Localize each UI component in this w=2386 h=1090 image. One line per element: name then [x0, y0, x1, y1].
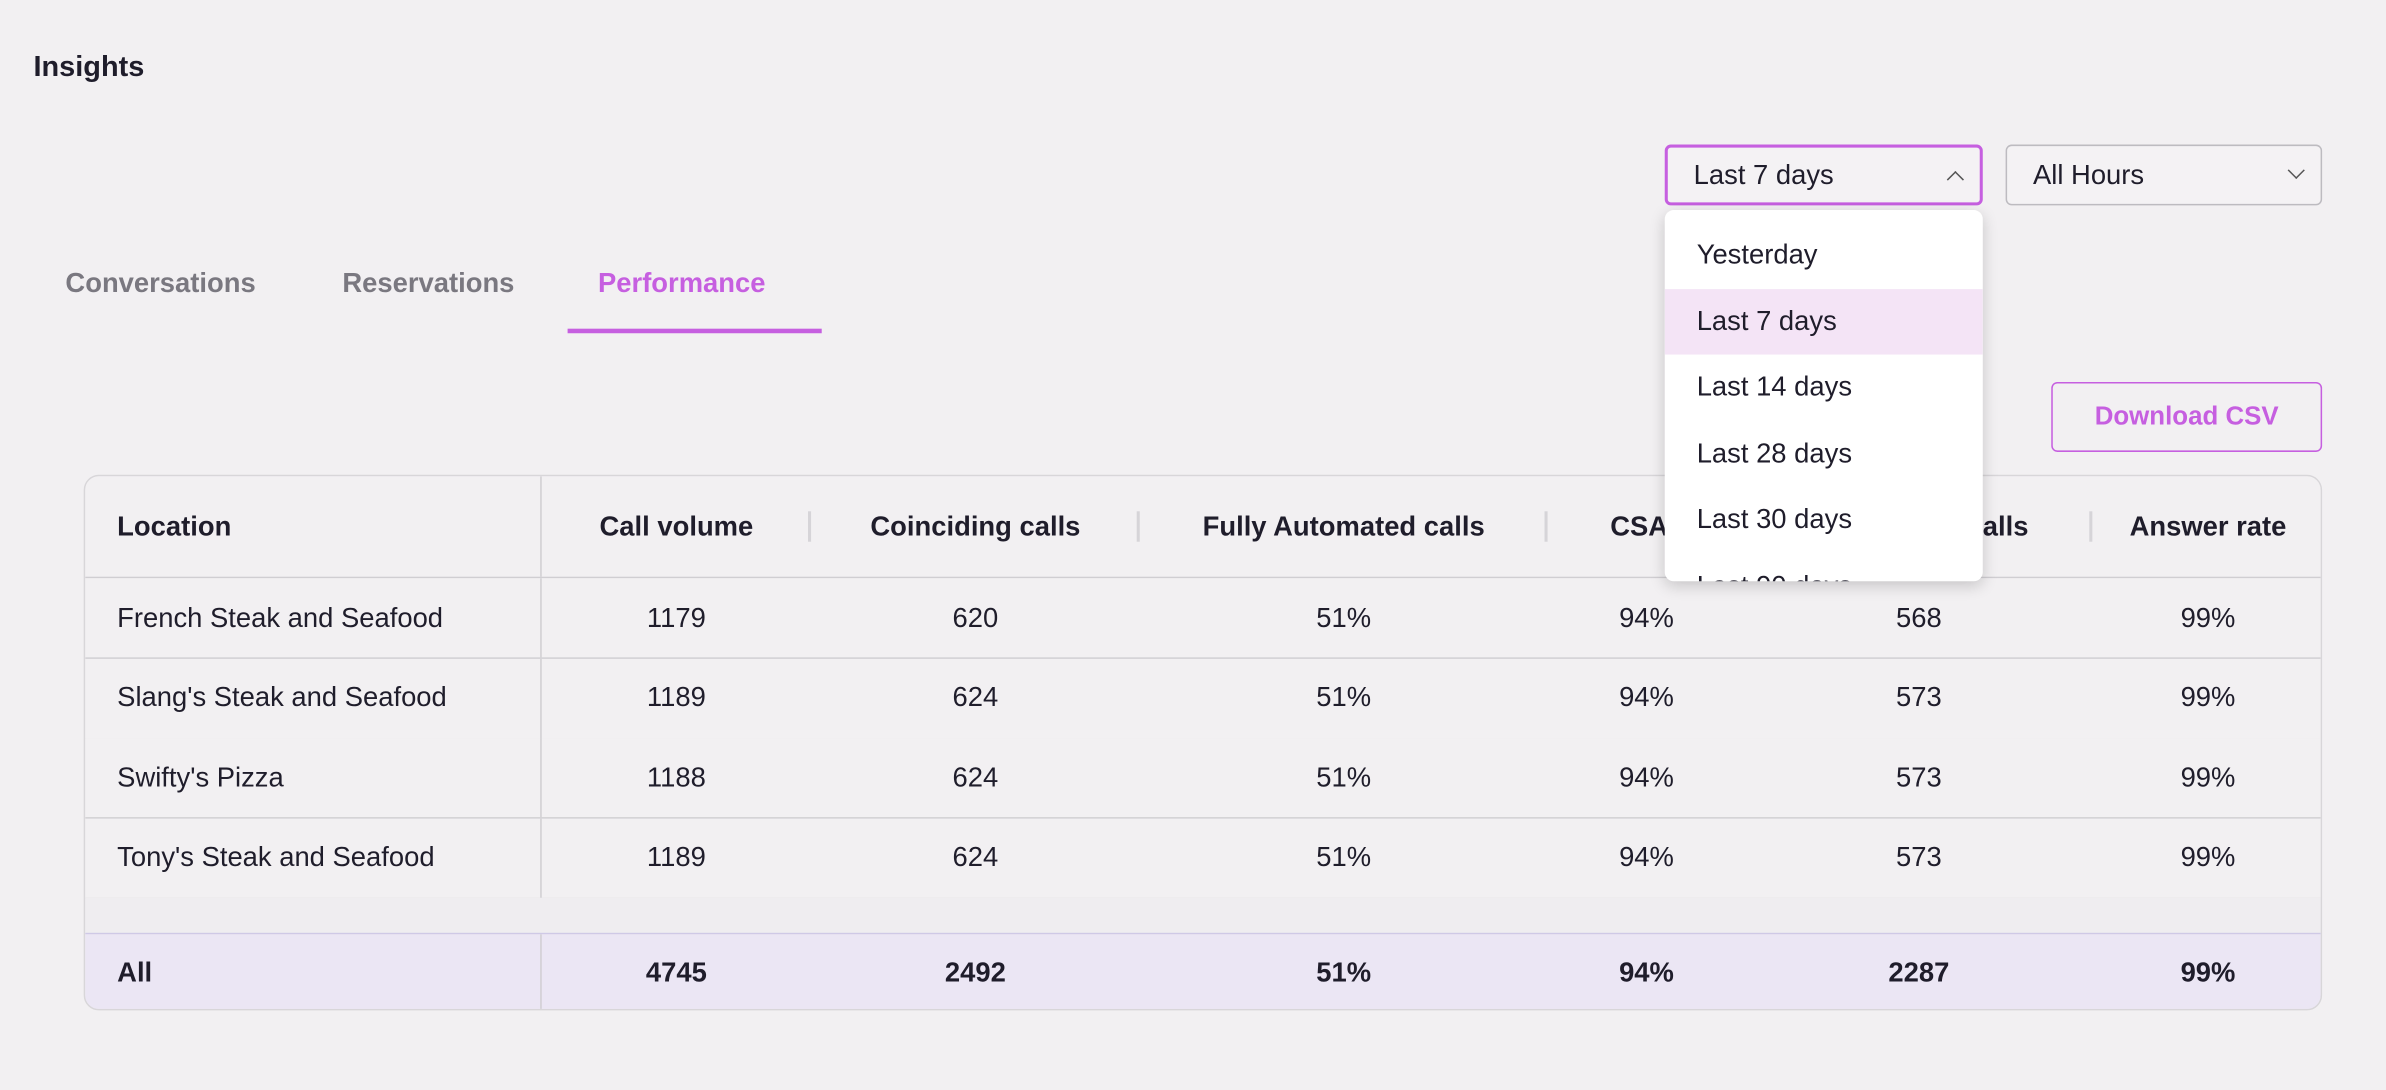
table-cell: 1189	[646, 841, 706, 872]
table-cell: Slang's Steak and Seafood	[85, 658, 542, 738]
column-separator	[808, 511, 812, 542]
tab[interactable]: Performance	[598, 267, 766, 299]
dropdown-option[interactable]: Last 30 days	[1696, 504, 1853, 535]
column-separator	[1544, 511, 1548, 542]
table-cell: 99%	[2180, 957, 2236, 988]
table-cell: 573	[1895, 761, 1942, 793]
table-cell: 4745	[645, 957, 707, 988]
table-cell: 99%	[2180, 601, 2236, 633]
download-button[interactable]: Download CSV	[2051, 381, 2323, 452]
table-cell: 620	[952, 601, 999, 633]
table-cell: 94%	[1619, 957, 1674, 988]
table-cell: Answer rate	[2129, 510, 2287, 541]
dropdown-option[interactable]: Last 14 days	[1696, 371, 1853, 403]
select-value: All Hours	[2032, 159, 2145, 190]
table-cell: 99%	[2180, 681, 2236, 713]
table-cell: 94%	[1619, 601, 1674, 633]
table-row: Tony's Steak and Seafood 1189 624 51% 94% 573…	[85, 817, 2321, 899]
table-cell: 94%	[1619, 841, 1674, 872]
hours-select[interactable]: All Hours	[2005, 144, 2323, 206]
table-cell: 1189	[646, 681, 706, 713]
table-row: Slang's Steak and Seafood 1189 624 51% 94% 57…	[85, 658, 2321, 739]
column-separator	[2089, 511, 2093, 542]
table-cell: 573	[1895, 681, 1942, 713]
tab-underline	[567, 328, 822, 334]
tab[interactable]: Reservations	[342, 267, 515, 299]
tab[interactable]: Conversations	[65, 267, 256, 299]
table-cell: Coinciding calls	[870, 510, 1081, 541]
table-cell: 94%	[1619, 681, 1674, 713]
dropdown-option[interactable]: Last 7 days	[1664, 288, 1983, 355]
table: Location Call volume Coinciding calls Fully…	[83, 474, 2323, 1011]
dropdown-option[interactable]: Yesterday	[1696, 239, 1818, 270]
table-cell: French Steak and Seafood	[85, 578, 542, 658]
table-cell: 568	[1895, 601, 1942, 633]
table-row: French Steak and Seafood 1179 620 51% 94% 568…	[85, 578, 2321, 659]
table-cell: Tony's Steak and Seafood	[85, 817, 542, 898]
table-cell: Call volume	[599, 510, 754, 541]
table-row: All 4745 2492 51% 94% 2287 99%	[85, 934, 2321, 1009]
table-cell: 1179	[646, 601, 706, 633]
table-cell: Fully Automated calls	[1202, 510, 1485, 541]
dropdown-menu: Yesterday Last 7 days Last 14 days Last 28 …	[1664, 209, 1983, 582]
dropdown-option[interactable]: Last 90 days	[1665, 553, 1983, 581]
table-cell: 51%	[1316, 957, 1372, 988]
table-cell: 51%	[1316, 681, 1372, 713]
table-cell: 2492	[944, 957, 1006, 988]
table-cell: 51%	[1316, 841, 1372, 872]
date-select[interactable]: Last 7 days	[1664, 144, 1983, 206]
table-cell: Location	[85, 476, 542, 577]
table-cell: 624	[952, 841, 999, 872]
table-cell: 573	[1895, 841, 1942, 872]
select-value: Last 7 days	[1693, 159, 1834, 190]
column-separator	[1136, 511, 1140, 542]
table-cell: Swifty's Pizza	[85, 738, 542, 818]
dropdown-option[interactable]: Last 28 days	[1696, 437, 1853, 469]
table-cell: 2287	[1888, 957, 1950, 988]
table-cell: 99%	[2180, 841, 2236, 872]
table-row	[85, 897, 2321, 935]
table-cell: 99%	[2180, 761, 2236, 793]
table-row: Swifty's Pizza 1188 624 51% 94% 573 99%	[85, 738, 2321, 819]
page-title: Insights	[33, 51, 145, 84]
table-cell: 1188	[646, 761, 706, 793]
table-cell: 51%	[1316, 761, 1372, 793]
table-cell: All	[85, 934, 542, 1009]
table-row: Location Call volume Coinciding calls Fully…	[85, 476, 2321, 579]
table-cell: 624	[952, 761, 999, 793]
table-cell: 94%	[1619, 761, 1674, 793]
table-cell: 624	[952, 681, 999, 713]
table-cell: 51%	[1316, 601, 1372, 633]
